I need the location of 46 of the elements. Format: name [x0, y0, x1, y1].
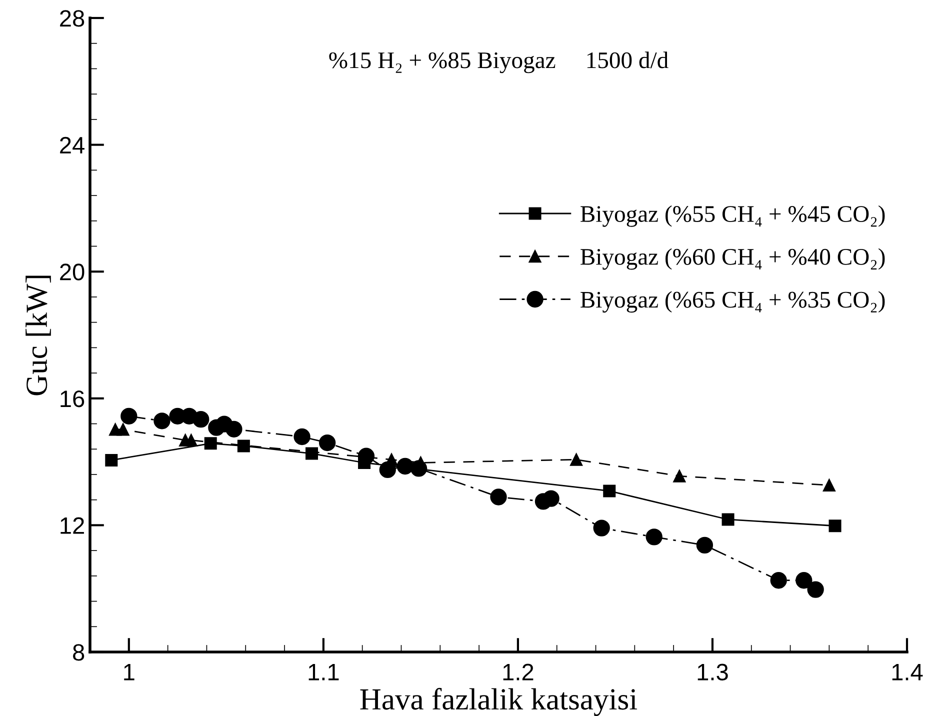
point [318, 434, 336, 452]
y-tick-label: 20 [60, 264, 84, 280]
point [822, 479, 836, 492]
point [770, 572, 787, 589]
point [154, 412, 170, 430]
point [120, 408, 138, 424]
point [722, 513, 734, 526]
point [226, 420, 242, 438]
y-tick-label: 12 [60, 517, 84, 534]
y-tick-label: 24 [60, 136, 84, 154]
point [593, 520, 610, 536]
annotation: %15 H₂ + %85 Biyogaz 1500 d/d [329, 52, 668, 74]
legend-label: Biyogaz (%55 CH₄ + %45 CO₂) [580, 205, 885, 227]
point [542, 490, 560, 507]
x-tick-label: 1 [124, 664, 134, 680]
point [294, 428, 310, 446]
point [192, 410, 210, 428]
y-axis-title: Guc [kW] [26, 276, 51, 396]
legend-label: Biyogaz (%65 CH₄ + %35 CO₂) [580, 291, 885, 313]
point [807, 581, 824, 598]
point [237, 440, 250, 452]
point [828, 520, 842, 532]
point [673, 470, 686, 482]
point [379, 461, 396, 478]
point [358, 448, 375, 464]
point [410, 460, 428, 477]
x-tick-label: 1.1 [308, 664, 339, 680]
y-tick-label: 28 [60, 10, 84, 27]
point [204, 437, 217, 450]
point [603, 484, 616, 498]
x-tick-label: 1.4 [892, 664, 923, 680]
point [796, 572, 812, 589]
point [396, 458, 414, 475]
y-tick-label: 8 [73, 644, 84, 661]
point [490, 488, 507, 506]
point [696, 536, 714, 554]
point [306, 447, 318, 460]
point [105, 454, 118, 466]
point [570, 453, 583, 466]
x-axis-title: Hava fazlalik katsayisi [360, 688, 638, 716]
point [116, 423, 130, 436]
legend-label: Biyogaz (%60 CH₄ + %40 CO₂) [580, 248, 885, 270]
y-tick-label: 16 [60, 390, 84, 408]
x-tick-label: 1.3 [698, 664, 728, 680]
point [646, 528, 662, 546]
x-tick-label: 1.2 [503, 664, 534, 680]
